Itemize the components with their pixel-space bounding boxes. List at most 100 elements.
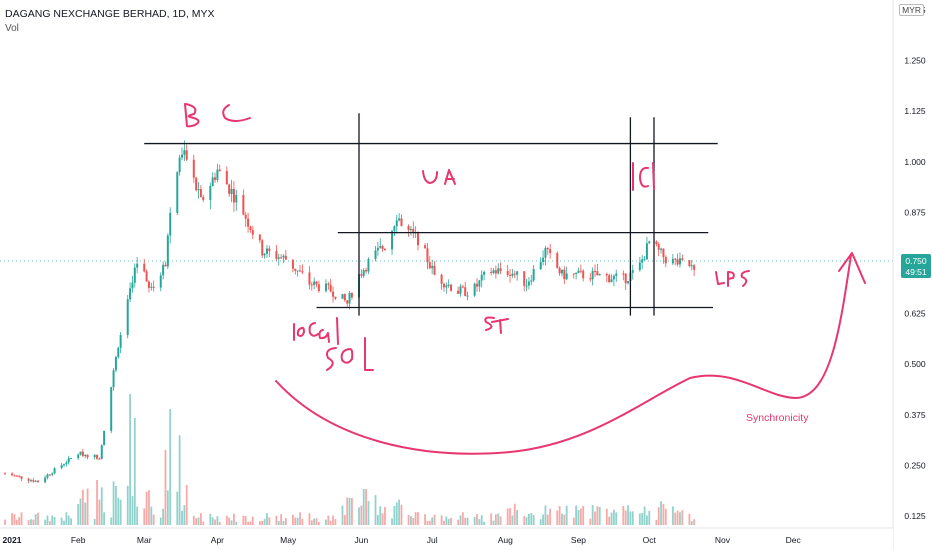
volume-bar [103, 512, 106, 525]
candle-body [63, 464, 65, 466]
volume-bar [525, 517, 528, 525]
candle-body [662, 248, 665, 258]
x-tick-label: Jun [355, 535, 369, 545]
candle-body [678, 258, 681, 265]
candle-body [417, 232, 419, 246]
volume-bar [84, 502, 87, 525]
candle-body [244, 214, 247, 219]
volume-bar [433, 514, 436, 525]
candle-body [379, 246, 382, 248]
candle-body [450, 284, 453, 291]
volume-bar [398, 499, 401, 525]
candle-body [209, 186, 212, 200]
annotation-st [484, 316, 509, 334]
volume-bar [513, 503, 516, 525]
volume-bar [424, 514, 426, 525]
candle-body [37, 480, 40, 483]
volume-bar [476, 514, 478, 525]
candle-body [648, 241, 651, 244]
volume-bar [594, 511, 596, 525]
candle-body [334, 296, 337, 299]
candle-body [341, 294, 344, 299]
volume-bar [624, 510, 627, 525]
candle-body [249, 226, 252, 231]
volume-bar [450, 518, 452, 525]
candle-body [67, 458, 70, 463]
candle-body [131, 282, 134, 289]
candle-body [268, 248, 271, 252]
candle-body [393, 226, 396, 231]
volume-bar [164, 449, 167, 525]
candle-body [162, 264, 165, 276]
volume-bar [565, 505, 568, 525]
volume-bar [480, 515, 483, 525]
candle-body [424, 245, 427, 249]
candle-body [509, 274, 512, 276]
volume-bar [412, 518, 415, 525]
candle-body [367, 259, 370, 272]
candle-body [53, 468, 56, 474]
candle-body [374, 250, 377, 260]
y-tick-label: 0.375 [904, 410, 926, 420]
volume-bar [523, 516, 526, 525]
volume-bar [530, 513, 533, 525]
candle-body [610, 279, 613, 283]
volume-bar [365, 489, 367, 525]
candle-body [605, 273, 608, 276]
volume-bar [381, 513, 384, 525]
candle-body [492, 270, 495, 273]
volume-bar [478, 519, 481, 525]
volume-bar [443, 520, 445, 525]
candle-body [490, 271, 493, 273]
candle-body [84, 454, 87, 457]
volume-bar [100, 487, 103, 525]
candle-body [93, 454, 96, 458]
volume-bar [301, 518, 304, 525]
volume-bar [192, 515, 195, 525]
volume-bar [579, 508, 582, 525]
candle-body [44, 477, 47, 483]
candle-body [483, 271, 486, 275]
candle-body [48, 474, 51, 476]
volume-bar [461, 512, 464, 525]
candle-body [242, 194, 245, 215]
candle-body [426, 248, 429, 263]
volume-bar [490, 513, 493, 525]
candle-body [478, 280, 481, 287]
candle-body [119, 334, 122, 348]
volume-bar [660, 501, 662, 525]
candle-body [228, 184, 231, 194]
candle-body [398, 218, 401, 221]
candle-body [117, 347, 120, 357]
chart-title: DAGANG NEXCHANGE BERHAD, 1D, MYX [5, 8, 215, 20]
volume-bar [492, 520, 495, 525]
candle-body [664, 257, 667, 264]
candle-body [29, 480, 32, 482]
volume-bar [391, 518, 393, 525]
volume-bar [242, 515, 245, 525]
candle-body [433, 265, 436, 275]
volume-bar [244, 516, 247, 525]
volume-bar [247, 521, 249, 525]
candle-body [638, 262, 641, 271]
volume-bar [209, 513, 212, 525]
candle-body [81, 451, 84, 457]
volume-bar [497, 513, 500, 525]
volume-bar [292, 514, 294, 525]
candle-body [4, 473, 6, 475]
annotation-local-sol [293, 317, 374, 371]
candle-body [506, 271, 509, 275]
volume-bar [296, 517, 299, 525]
volume-bar [407, 514, 410, 525]
volume-bar [549, 508, 552, 525]
time-axis[interactable]: 2021 Feb Mar Apr May Jun Jul Aug Sep Oct Nov Dec [0, 527, 893, 550]
volume-bar [516, 510, 519, 525]
y-tick-label: 1.000 [904, 157, 926, 167]
currency-badge[interactable]: MYR [899, 4, 924, 16]
candle-body [681, 258, 684, 261]
volume-bar [615, 512, 618, 525]
volume-bar [178, 435, 181, 525]
volume-bar [93, 518, 96, 525]
volume-bar [51, 515, 54, 525]
